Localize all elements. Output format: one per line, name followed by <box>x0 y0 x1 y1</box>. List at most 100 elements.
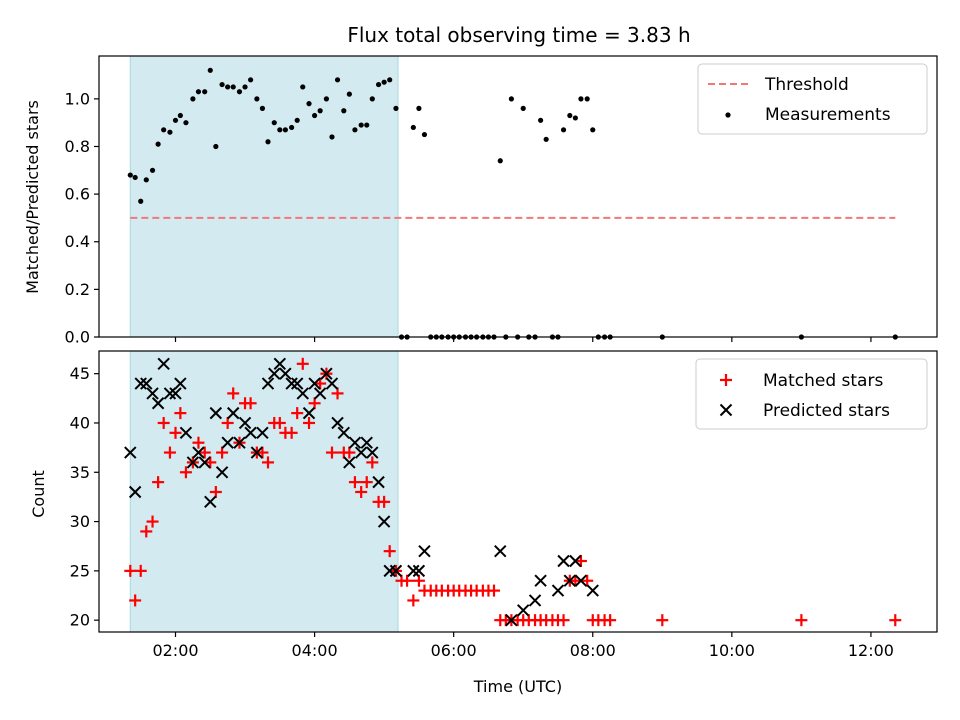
matched-star-marker <box>273 416 286 429</box>
matched-star-marker <box>574 555 587 568</box>
measurement-point <box>127 172 133 178</box>
predicted-star-marker <box>209 406 223 420</box>
matched-star-marker <box>163 446 176 459</box>
x-tick-label: 04:00 <box>292 641 338 660</box>
matched-star-points <box>124 357 902 627</box>
measurement-point <box>410 124 416 131</box>
measurement-point <box>242 84 248 90</box>
measurement-point <box>161 127 167 133</box>
bottom-legend: Matched stars Predicted stars <box>695 358 928 430</box>
measurement-point <box>167 129 173 135</box>
matched-star-marker <box>261 456 274 469</box>
legend-threshold-label: Threshold <box>764 75 849 95</box>
measurement-point <box>306 101 312 107</box>
bottom-y-tick-label: 40 <box>70 413 90 432</box>
legend-measurements-swatch <box>725 112 731 118</box>
predicted-star-marker <box>186 456 200 469</box>
matched-star-marker <box>569 574 582 587</box>
predicted-star-marker <box>204 495 217 509</box>
matched-star-marker <box>124 564 137 577</box>
predicted-star-marker <box>331 416 344 430</box>
predicted-star-marker <box>360 436 373 449</box>
bottom-axis-ticks: 20 25 30 35 40 45 02:00 04:00 06:00 08:00 10:00 12:… <box>70 364 894 660</box>
predicted-star-marker <box>377 515 391 528</box>
predicted-star-marker <box>146 387 159 400</box>
predicted-star-marker <box>348 436 362 449</box>
measurement-point <box>138 198 144 204</box>
legend-predicted-swatch <box>719 403 733 417</box>
predicted-star-marker <box>174 377 187 390</box>
predicted-star-marker <box>134 377 147 390</box>
measurement-point <box>300 84 306 90</box>
matched-star-marker <box>343 446 356 459</box>
measurement-point <box>584 96 590 102</box>
matched-star-marker <box>221 416 234 429</box>
matched-star-marker <box>488 584 501 597</box>
bottom-y-tick-label: 20 <box>70 611 90 630</box>
predicted-star-marker <box>517 604 530 617</box>
measurement-point <box>271 120 277 126</box>
matched-star-marker <box>795 614 808 627</box>
predicted-star-marker <box>551 584 565 597</box>
predicted-star-marker <box>198 456 211 469</box>
matched-star-marker <box>355 485 368 498</box>
measurement-point <box>183 120 189 126</box>
predicted-star-marker <box>124 446 137 459</box>
matched-star-marker <box>401 574 414 587</box>
matched-star-marker <box>209 485 222 498</box>
measurement-point <box>190 96 196 102</box>
measurement-point <box>317 108 323 114</box>
predicted-star-points <box>124 357 599 627</box>
measurement-point <box>225 84 231 90</box>
measurement-point <box>294 117 300 123</box>
matched-star-marker <box>296 357 309 370</box>
matched-star-marker <box>179 466 192 479</box>
measurement-point <box>311 112 318 119</box>
matched-star-marker <box>291 407 304 420</box>
measurement-point <box>375 81 382 88</box>
legend-matched-swatch <box>720 374 732 386</box>
matched-star-marker <box>204 456 217 469</box>
bottom-y-tick-label: 25 <box>70 561 90 580</box>
predicted-star-marker <box>163 387 177 400</box>
matched-star-marker <box>656 614 669 627</box>
measurement-point <box>590 127 596 133</box>
predicted-star-marker <box>494 544 507 558</box>
bottom-panel: 20 25 30 35 40 45 02:00 04:00 06:00 08:00 10:00 12:… <box>29 350 938 696</box>
matched-star-marker <box>360 476 373 489</box>
top-axis-ticks: 0.0 0.2 0.4 0.6 0.8 1.0 <box>65 89 872 347</box>
measurement-point <box>254 96 260 102</box>
matched-star-marker <box>216 446 229 459</box>
matched-star-marker <box>256 446 269 459</box>
predicted-star-marker <box>296 387 309 400</box>
measurement-point <box>572 115 578 121</box>
measurement-point <box>289 124 295 131</box>
x-tick-label: 06:00 <box>431 641 477 660</box>
measurement-point <box>207 67 213 73</box>
top-y-tick-label: 1.0 <box>65 89 90 108</box>
measurement-point <box>416 105 422 111</box>
measurement-point <box>177 112 183 119</box>
predicted-star-marker <box>261 377 275 390</box>
predicted-star-marker <box>586 584 599 597</box>
predicted-star-marker <box>238 416 252 430</box>
measurement-point <box>334 77 341 83</box>
measurement-point <box>219 81 225 88</box>
matched-star-marker <box>244 397 257 410</box>
matched-star-marker <box>412 574 425 587</box>
predicted-star-marker <box>563 574 577 587</box>
predicted-star-marker <box>302 406 316 420</box>
predicted-star-marker <box>128 485 142 499</box>
predicted-star-marker <box>157 357 170 371</box>
matched-star-marker <box>348 476 361 489</box>
predicted-star-marker <box>325 377 339 390</box>
predicted-star-marker <box>320 367 333 380</box>
top-y-tick-label: 0.4 <box>65 232 90 251</box>
predicted-star-marker <box>354 446 368 459</box>
measurement-point <box>149 167 156 173</box>
predicted-star-marker <box>313 387 327 400</box>
measurement-point <box>381 79 387 85</box>
predicted-star-marker <box>285 377 298 390</box>
measurement-point <box>346 91 352 97</box>
measurement-point <box>567 112 573 119</box>
